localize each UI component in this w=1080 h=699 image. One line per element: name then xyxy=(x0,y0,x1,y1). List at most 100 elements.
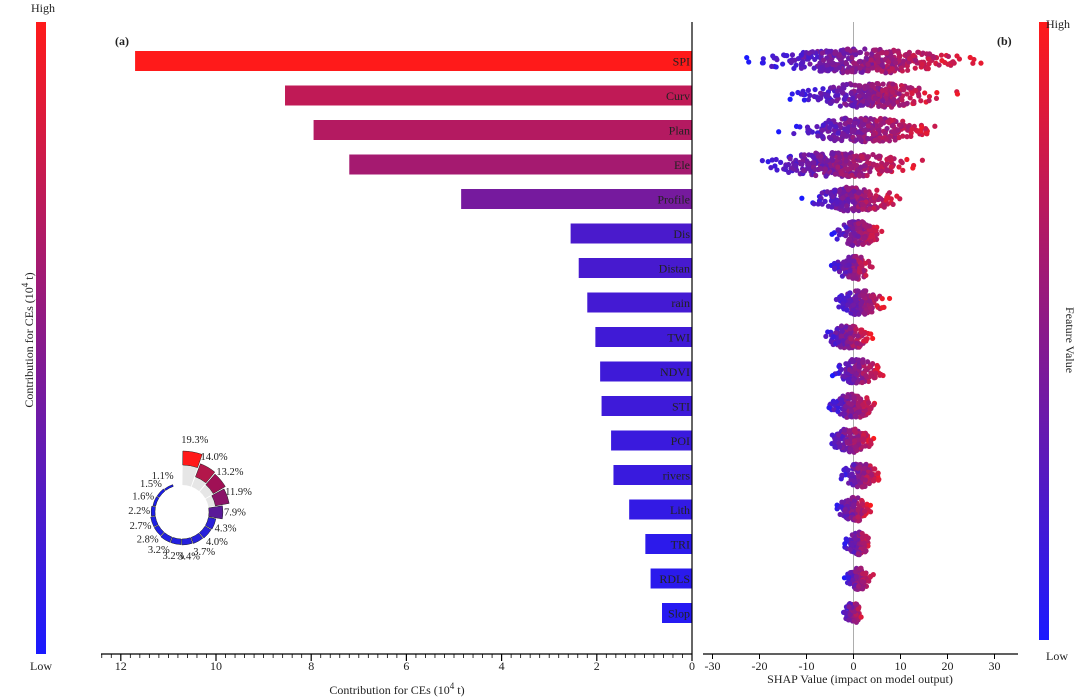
shap-point xyxy=(859,153,865,160)
shap-point xyxy=(866,578,872,584)
colorbar-left: High Low Contribution for CEs (104 t) xyxy=(20,1,55,673)
shap-point xyxy=(807,61,813,67)
shap-point xyxy=(824,62,830,68)
shap-point xyxy=(846,604,852,610)
shap-point xyxy=(850,359,856,365)
bar-tick-label: 8 xyxy=(308,659,314,673)
shap-point xyxy=(863,372,869,379)
shap-point xyxy=(907,95,913,101)
shap-row-Ele xyxy=(759,149,926,179)
shap-point xyxy=(854,288,861,294)
shap-point xyxy=(871,195,877,201)
shap-point xyxy=(863,288,869,294)
shap-point xyxy=(865,378,872,385)
shap-point xyxy=(855,473,862,480)
shap-point xyxy=(872,137,878,143)
shap-point xyxy=(829,231,835,237)
shap-point xyxy=(852,364,858,370)
bar-Lithology xyxy=(629,499,692,520)
shap-point xyxy=(866,298,873,304)
shap-point xyxy=(860,436,866,442)
shap-point xyxy=(817,65,823,71)
shap-point xyxy=(867,373,873,379)
shap-point xyxy=(827,100,833,106)
shap-point xyxy=(848,434,854,440)
shap-point xyxy=(830,151,836,157)
shap-point xyxy=(771,55,777,61)
shap-point xyxy=(817,60,823,66)
shap-point xyxy=(860,122,866,128)
shap-point xyxy=(896,50,902,56)
polar-slice-label: 19.3% xyxy=(181,435,208,446)
shap-point xyxy=(906,55,913,62)
shap-point xyxy=(898,65,904,71)
shap-point xyxy=(823,173,829,179)
shap-point xyxy=(865,61,871,67)
shap-point xyxy=(919,61,925,67)
shap-point xyxy=(879,103,886,109)
polar-slice-label: 4.3% xyxy=(215,523,237,534)
shap-point xyxy=(850,577,856,583)
shap-point xyxy=(776,129,782,135)
shap-point xyxy=(792,162,798,168)
polar-slice xyxy=(160,532,173,543)
shap-point xyxy=(867,169,873,175)
shap-point xyxy=(886,295,893,302)
shap-point xyxy=(829,373,836,379)
shap-point xyxy=(869,99,876,105)
shap-tick-label: -30 xyxy=(705,659,721,673)
polar-slice xyxy=(205,473,226,494)
polar-slice xyxy=(170,536,182,545)
polar-slice-label: 4.0% xyxy=(206,537,228,548)
shap-point xyxy=(827,124,833,131)
bar-label-NDVI: NDVI xyxy=(660,365,690,379)
shap-point xyxy=(861,338,867,344)
polar-slice-label: 13.2% xyxy=(216,467,243,478)
shap-point xyxy=(778,159,784,165)
shap-point xyxy=(868,331,874,337)
bar-Slope xyxy=(662,603,692,623)
shap-point xyxy=(865,535,871,541)
shap-point xyxy=(840,47,846,53)
shap-point xyxy=(858,301,864,307)
polar-slice-label: 3.2% xyxy=(148,545,170,556)
shap-point xyxy=(859,201,866,207)
shap-point xyxy=(861,235,867,241)
shap-point xyxy=(806,50,812,56)
polar-bar-inset: 19.3% 14.0% 13.2% 11.9% 7.9% 4.3% 4.0%3.7%3.4%… xyxy=(128,435,252,562)
shap-point xyxy=(795,89,801,96)
polar-slice xyxy=(150,516,159,528)
shap-point xyxy=(855,606,861,612)
shap-point xyxy=(885,119,891,125)
shap-point xyxy=(832,50,838,57)
polar-slice xyxy=(190,532,204,544)
shap-point xyxy=(879,296,885,302)
shap-point xyxy=(832,444,838,450)
shap-point xyxy=(798,52,804,58)
shap-point xyxy=(819,190,825,196)
shap-point xyxy=(905,67,911,73)
bar-label-Distance: Distan xyxy=(659,262,690,276)
shap-point xyxy=(746,59,752,65)
shap-point xyxy=(886,155,892,161)
shap-point xyxy=(847,570,853,576)
shap-point xyxy=(856,190,862,196)
shap-point xyxy=(869,65,876,71)
colorbar-left-low: Low xyxy=(30,659,52,673)
shap-point xyxy=(912,65,918,71)
shap-point xyxy=(867,573,874,579)
shap-point xyxy=(847,258,853,264)
shap-point xyxy=(847,326,853,332)
shap-point xyxy=(862,477,869,483)
shap-point xyxy=(842,121,848,127)
shap-point xyxy=(933,95,940,102)
bar-label-TWI: TWI xyxy=(667,331,690,345)
polar-slice xyxy=(150,505,156,517)
shap-point xyxy=(867,364,873,370)
shap-point xyxy=(904,100,910,106)
shap-point xyxy=(759,158,765,164)
shap-row-TRI xyxy=(842,529,871,558)
shap-point xyxy=(844,46,850,52)
shap-point xyxy=(820,57,827,63)
shap-point xyxy=(919,157,926,163)
